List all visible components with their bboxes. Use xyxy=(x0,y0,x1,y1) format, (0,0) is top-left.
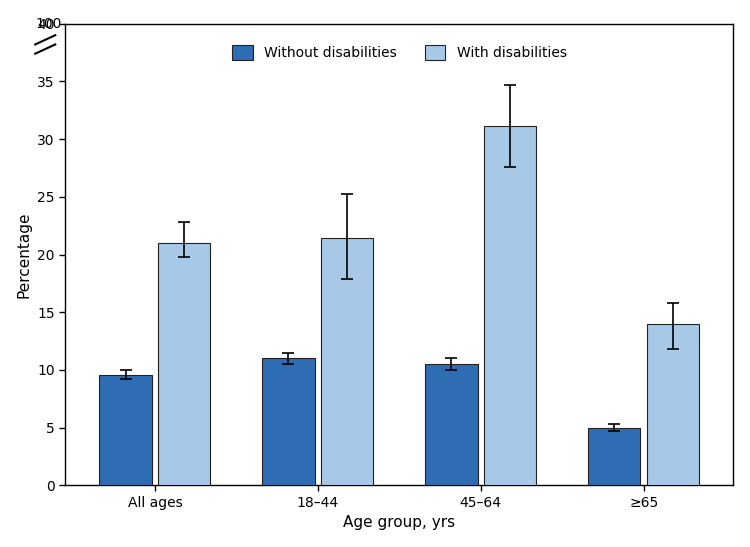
Bar xyxy=(425,364,478,485)
Bar xyxy=(262,358,314,485)
Bar xyxy=(321,238,374,485)
Legend: Without disabilities, With disabilities: Without disabilities, With disabilities xyxy=(226,40,572,66)
Bar xyxy=(588,428,640,485)
X-axis label: Age group, yrs: Age group, yrs xyxy=(344,515,455,531)
Bar xyxy=(647,324,699,485)
Y-axis label: Percentage: Percentage xyxy=(16,211,32,298)
Bar xyxy=(484,126,536,485)
Text: 100: 100 xyxy=(35,16,62,31)
Bar xyxy=(158,243,210,485)
Bar xyxy=(100,375,152,485)
